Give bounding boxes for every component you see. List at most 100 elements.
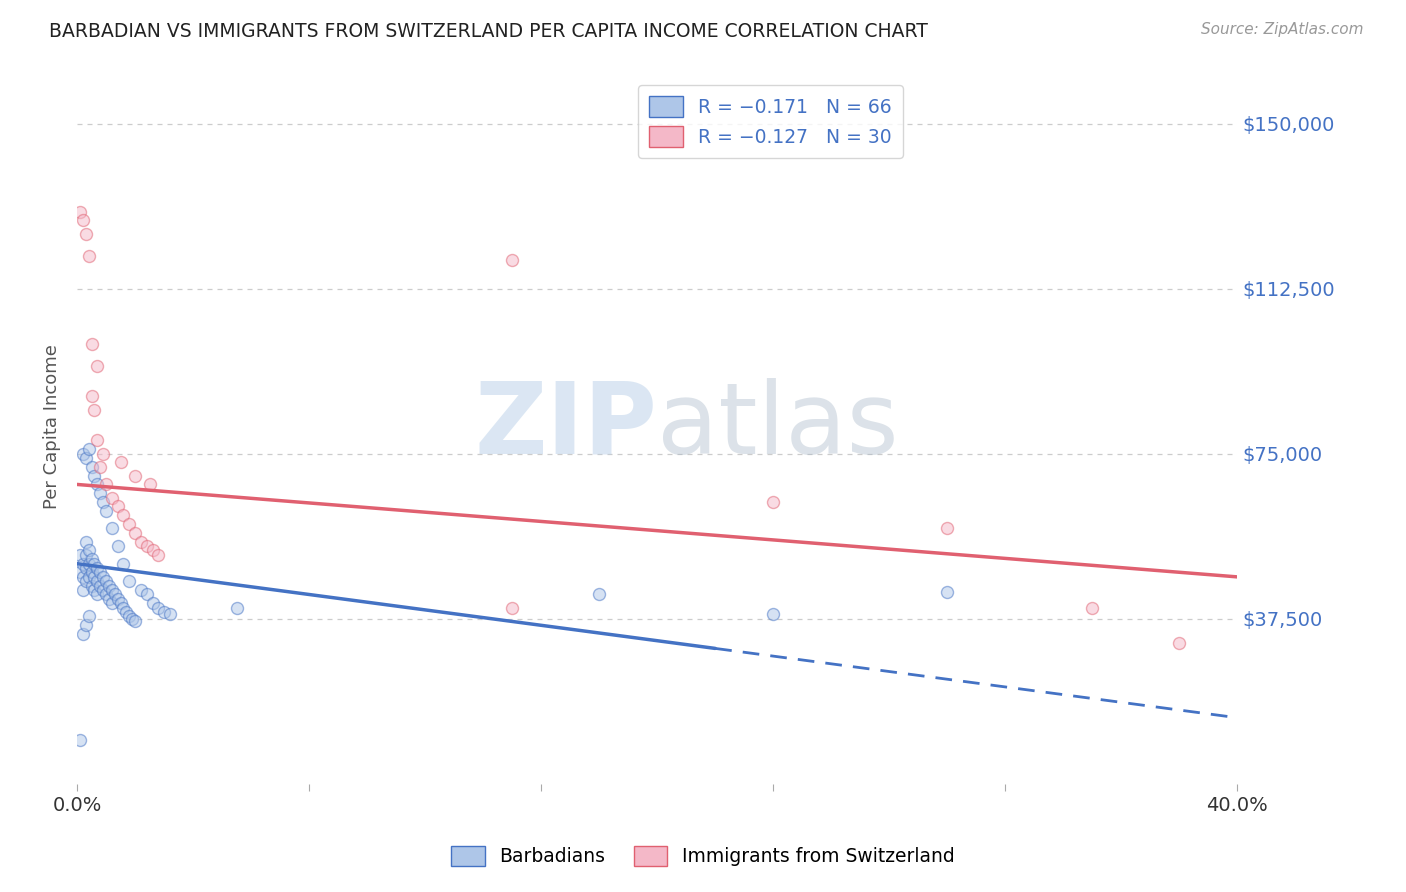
- Point: [86, 359, 108, 373]
- Point: [77, 442, 100, 457]
- Point: [101, 491, 124, 505]
- Point: [118, 574, 141, 589]
- Point: [1081, 600, 1104, 615]
- Point: [75, 548, 97, 562]
- Point: [112, 557, 135, 571]
- Point: [75, 618, 97, 632]
- Point: [107, 500, 129, 514]
- Text: ZIP: ZIP: [474, 377, 657, 475]
- Point: [80, 459, 103, 474]
- Point: [148, 600, 170, 615]
- Point: [129, 534, 152, 549]
- Point: [762, 607, 785, 622]
- Point: [588, 587, 610, 601]
- Point: [69, 204, 91, 219]
- Text: atlas: atlas: [657, 377, 898, 475]
- Point: [86, 434, 108, 448]
- Point: [94, 504, 117, 518]
- Point: [124, 614, 146, 628]
- Point: [80, 566, 103, 580]
- Point: [83, 557, 105, 571]
- Point: [77, 557, 100, 571]
- Point: [501, 252, 523, 267]
- Point: [159, 607, 181, 622]
- Point: [501, 600, 523, 615]
- Point: [110, 455, 132, 469]
- Point: [153, 605, 176, 619]
- Point: [94, 477, 117, 491]
- Point: [110, 596, 132, 610]
- Point: [112, 508, 135, 523]
- Text: Source: ZipAtlas.com: Source: ZipAtlas.com: [1201, 22, 1364, 37]
- Point: [129, 583, 152, 598]
- Point: [112, 600, 135, 615]
- Point: [89, 579, 111, 593]
- Point: [118, 517, 141, 532]
- Point: [124, 468, 146, 483]
- Point: [89, 459, 111, 474]
- Point: [80, 552, 103, 566]
- Point: [83, 468, 105, 483]
- Point: [141, 543, 163, 558]
- Point: [72, 213, 94, 227]
- Point: [101, 583, 124, 598]
- Point: [91, 447, 114, 461]
- Point: [107, 591, 129, 606]
- Point: [83, 583, 105, 598]
- Point: [86, 587, 108, 601]
- Point: [72, 627, 94, 641]
- Point: [135, 539, 157, 553]
- Y-axis label: Per Capita Income: Per Capita Income: [44, 343, 60, 508]
- Point: [75, 561, 97, 575]
- Point: [75, 451, 97, 466]
- Point: [148, 548, 170, 562]
- Point: [94, 574, 117, 589]
- Point: [72, 557, 94, 571]
- Point: [141, 596, 163, 610]
- Point: [86, 561, 108, 575]
- Point: [80, 389, 103, 403]
- Point: [762, 495, 785, 509]
- Point: [83, 570, 105, 584]
- Point: [101, 521, 124, 535]
- Point: [104, 587, 127, 601]
- Point: [75, 227, 97, 241]
- Point: [115, 605, 138, 619]
- Point: [80, 579, 103, 593]
- Point: [225, 600, 247, 615]
- Point: [98, 591, 121, 606]
- Point: [77, 609, 100, 624]
- Point: [72, 447, 94, 461]
- Point: [135, 587, 157, 601]
- Point: [80, 336, 103, 351]
- Point: [69, 548, 91, 562]
- Point: [124, 525, 146, 540]
- Point: [94, 587, 117, 601]
- Point: [75, 574, 97, 589]
- Point: [77, 570, 100, 584]
- Point: [91, 583, 114, 598]
- Point: [936, 521, 959, 535]
- Point: [83, 402, 105, 417]
- Point: [77, 249, 100, 263]
- Point: [72, 583, 94, 598]
- Point: [86, 477, 108, 491]
- Point: [69, 732, 91, 747]
- Point: [86, 574, 108, 589]
- Legend: R = −0.171   N = 66, R = −0.127   N = 30: R = −0.171 N = 66, R = −0.127 N = 30: [638, 85, 903, 158]
- Point: [77, 543, 100, 558]
- Point: [69, 566, 91, 580]
- Point: [91, 570, 114, 584]
- Point: [138, 477, 160, 491]
- Point: [89, 486, 111, 500]
- Point: [118, 609, 141, 624]
- Point: [121, 612, 143, 626]
- Point: [1168, 636, 1191, 650]
- Legend: Barbadians, Immigrants from Switzerland: Barbadians, Immigrants from Switzerland: [443, 838, 963, 873]
- Point: [98, 579, 121, 593]
- Text: BARBADIAN VS IMMIGRANTS FROM SWITZERLAND PER CAPITA INCOME CORRELATION CHART: BARBADIAN VS IMMIGRANTS FROM SWITZERLAND…: [49, 22, 928, 41]
- Point: [72, 570, 94, 584]
- Point: [107, 539, 129, 553]
- Point: [101, 596, 124, 610]
- Point: [89, 566, 111, 580]
